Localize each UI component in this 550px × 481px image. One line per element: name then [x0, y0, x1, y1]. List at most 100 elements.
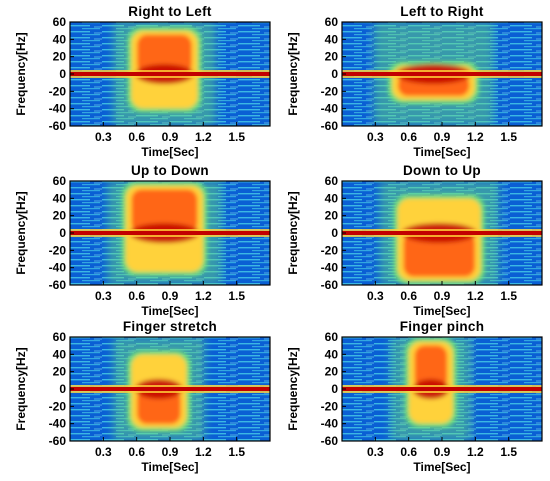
x-tick-label: 0.9 — [162, 445, 179, 459]
x-tick-label: 0.6 — [400, 289, 417, 303]
x-axis-label: Time[Sec] — [413, 145, 470, 159]
y-tick-label: -60 — [321, 119, 339, 133]
y-tick-label: -20 — [49, 243, 67, 257]
panel-down-to-up: Down to Up 60 40 20 0 -20 -40 -60 0.3 0.6 0.9 1.2 1.… — [286, 163, 543, 318]
x-tick-label: 0.3 — [95, 130, 112, 144]
spectrogram-finger-pinch — [342, 337, 542, 441]
y-tick-label: -60 — [49, 119, 67, 133]
zero-frequency-line — [70, 72, 270, 76]
y-tick-label: -20 — [49, 84, 67, 98]
y-tick-label: 40 — [325, 347, 339, 361]
zero-frequency-line — [70, 231, 270, 235]
doppler-signature — [393, 194, 485, 285]
y-tick-label: -40 — [321, 102, 339, 116]
y-tick-label: 20 — [325, 50, 339, 64]
x-tick-label: 0.3 — [367, 445, 384, 459]
spectrogram-up-to-down — [70, 181, 270, 285]
y-tick-label: 60 — [325, 174, 339, 188]
x-axis-label: Time[Sec] — [141, 304, 198, 318]
panel-title: Up to Down — [131, 163, 209, 178]
zero-frequency-line — [342, 231, 542, 235]
y-tick-label: 0 — [59, 67, 66, 81]
y-tick-label: 20 — [53, 365, 67, 379]
panel-title: Down to Up — [403, 163, 481, 178]
x-tick-label: 1.5 — [228, 445, 245, 459]
x-tick-label: 1.5 — [500, 130, 517, 144]
panel-finger-stretch: Finger stretch 60 40 20 0 -20 -40 -60 0.3 0.6 0.9 1… — [14, 319, 271, 474]
y-tick-label: 60 — [53, 330, 67, 344]
y-tick-label: -40 — [49, 417, 67, 431]
panel-right-to-left: Right to Left 60 40 20 0 -20 -40 -60 0.3 0.6 0.9 1.… — [14, 4, 271, 159]
y-tick-label: 20 — [53, 209, 67, 223]
x-tick-label: 0.9 — [434, 445, 451, 459]
zero-frequency-line — [70, 387, 270, 391]
x-axis-label: Time[Sec] — [141, 460, 198, 474]
y-tick-label: 0 — [331, 382, 338, 396]
y-tick-label: -60 — [49, 278, 67, 292]
y-tick-label: 60 — [53, 174, 67, 188]
y-axis-label: Frequency[Hz] — [14, 191, 28, 274]
x-tick-label: 1.5 — [228, 130, 245, 144]
y-tick-label: 60 — [53, 15, 67, 29]
x-tick-label: 1.2 — [467, 445, 484, 459]
y-tick-label: -20 — [321, 84, 339, 98]
y-tick-label: 40 — [325, 191, 339, 205]
y-axis-label: Frequency[Hz] — [14, 347, 28, 430]
y-tick-label: 60 — [325, 330, 339, 344]
spectrogram-left-to-right — [342, 22, 542, 126]
doppler-signature — [121, 181, 208, 276]
y-tick-label: 40 — [325, 32, 339, 46]
x-tick-label: 0.6 — [128, 289, 145, 303]
panel-title: Finger pinch — [400, 319, 485, 334]
x-tick-label: 1.2 — [195, 445, 212, 459]
y-tick-label: -60 — [49, 434, 67, 448]
x-tick-label: 1.5 — [500, 289, 517, 303]
x-tick-label: 0.9 — [162, 130, 179, 144]
y-tick-label: -40 — [49, 102, 67, 116]
y-tick-label: 20 — [53, 50, 67, 64]
x-tick-label: 0.6 — [128, 130, 145, 144]
y-tick-label: 40 — [53, 191, 67, 205]
x-tick-label: 0.6 — [400, 130, 417, 144]
y-tick-label: 0 — [59, 226, 66, 240]
y-axis-label: Frequency[Hz] — [286, 347, 300, 430]
x-tick-label: 0.6 — [128, 445, 145, 459]
doppler-signature — [404, 337, 458, 428]
x-tick-label: 0.3 — [95, 289, 112, 303]
y-tick-label: -40 — [321, 417, 339, 431]
spectrogram-finger-stretch — [70, 337, 270, 441]
zero-frequency-line — [342, 72, 542, 76]
x-axis-label: Time[Sec] — [413, 304, 470, 318]
y-tick-label: -60 — [321, 278, 339, 292]
y-axis-label: Frequency[Hz] — [286, 32, 300, 115]
y-tick-label: 0 — [59, 382, 66, 396]
doppler-signature — [388, 61, 480, 104]
x-tick-label: 1.2 — [195, 289, 212, 303]
y-tick-label: 20 — [325, 365, 339, 379]
y-axis-label: Frequency[Hz] — [286, 191, 300, 274]
y-tick-label: 20 — [325, 209, 339, 223]
x-tick-label: 0.3 — [95, 445, 112, 459]
y-tick-label: -40 — [321, 261, 339, 275]
x-tick-label: 1.2 — [195, 130, 212, 144]
y-tick-label: -20 — [321, 399, 339, 413]
x-tick-label: 0.3 — [367, 130, 384, 144]
panel-up-to-down: Up to Down 60 40 20 0 -20 -40 -60 0.3 0.6 0.9 1.2 1.… — [14, 163, 271, 318]
doppler-signature — [127, 26, 202, 113]
y-tick-label: 0 — [331, 67, 338, 81]
x-tick-label: 1.2 — [467, 289, 484, 303]
spectrogram-right-to-left — [70, 22, 270, 126]
panel-title: Left to Right — [400, 4, 484, 19]
zero-frequency-line — [342, 387, 542, 391]
y-tick-label: -40 — [49, 261, 67, 275]
panel-title: Finger stretch — [123, 319, 217, 334]
x-axis-label: Time[Sec] — [413, 460, 470, 474]
y-tick-label: 40 — [53, 32, 67, 46]
x-tick-label: 0.3 — [367, 289, 384, 303]
panel-left-to-right: Left to Right 60 40 20 0 -20 -40 -60 0.3 0.6 0.9 1.… — [286, 4, 543, 159]
x-tick-label: 1.2 — [467, 130, 484, 144]
x-tick-label: 1.5 — [500, 445, 517, 459]
y-tick-label: 40 — [53, 347, 67, 361]
y-tick-label: 60 — [325, 15, 339, 29]
